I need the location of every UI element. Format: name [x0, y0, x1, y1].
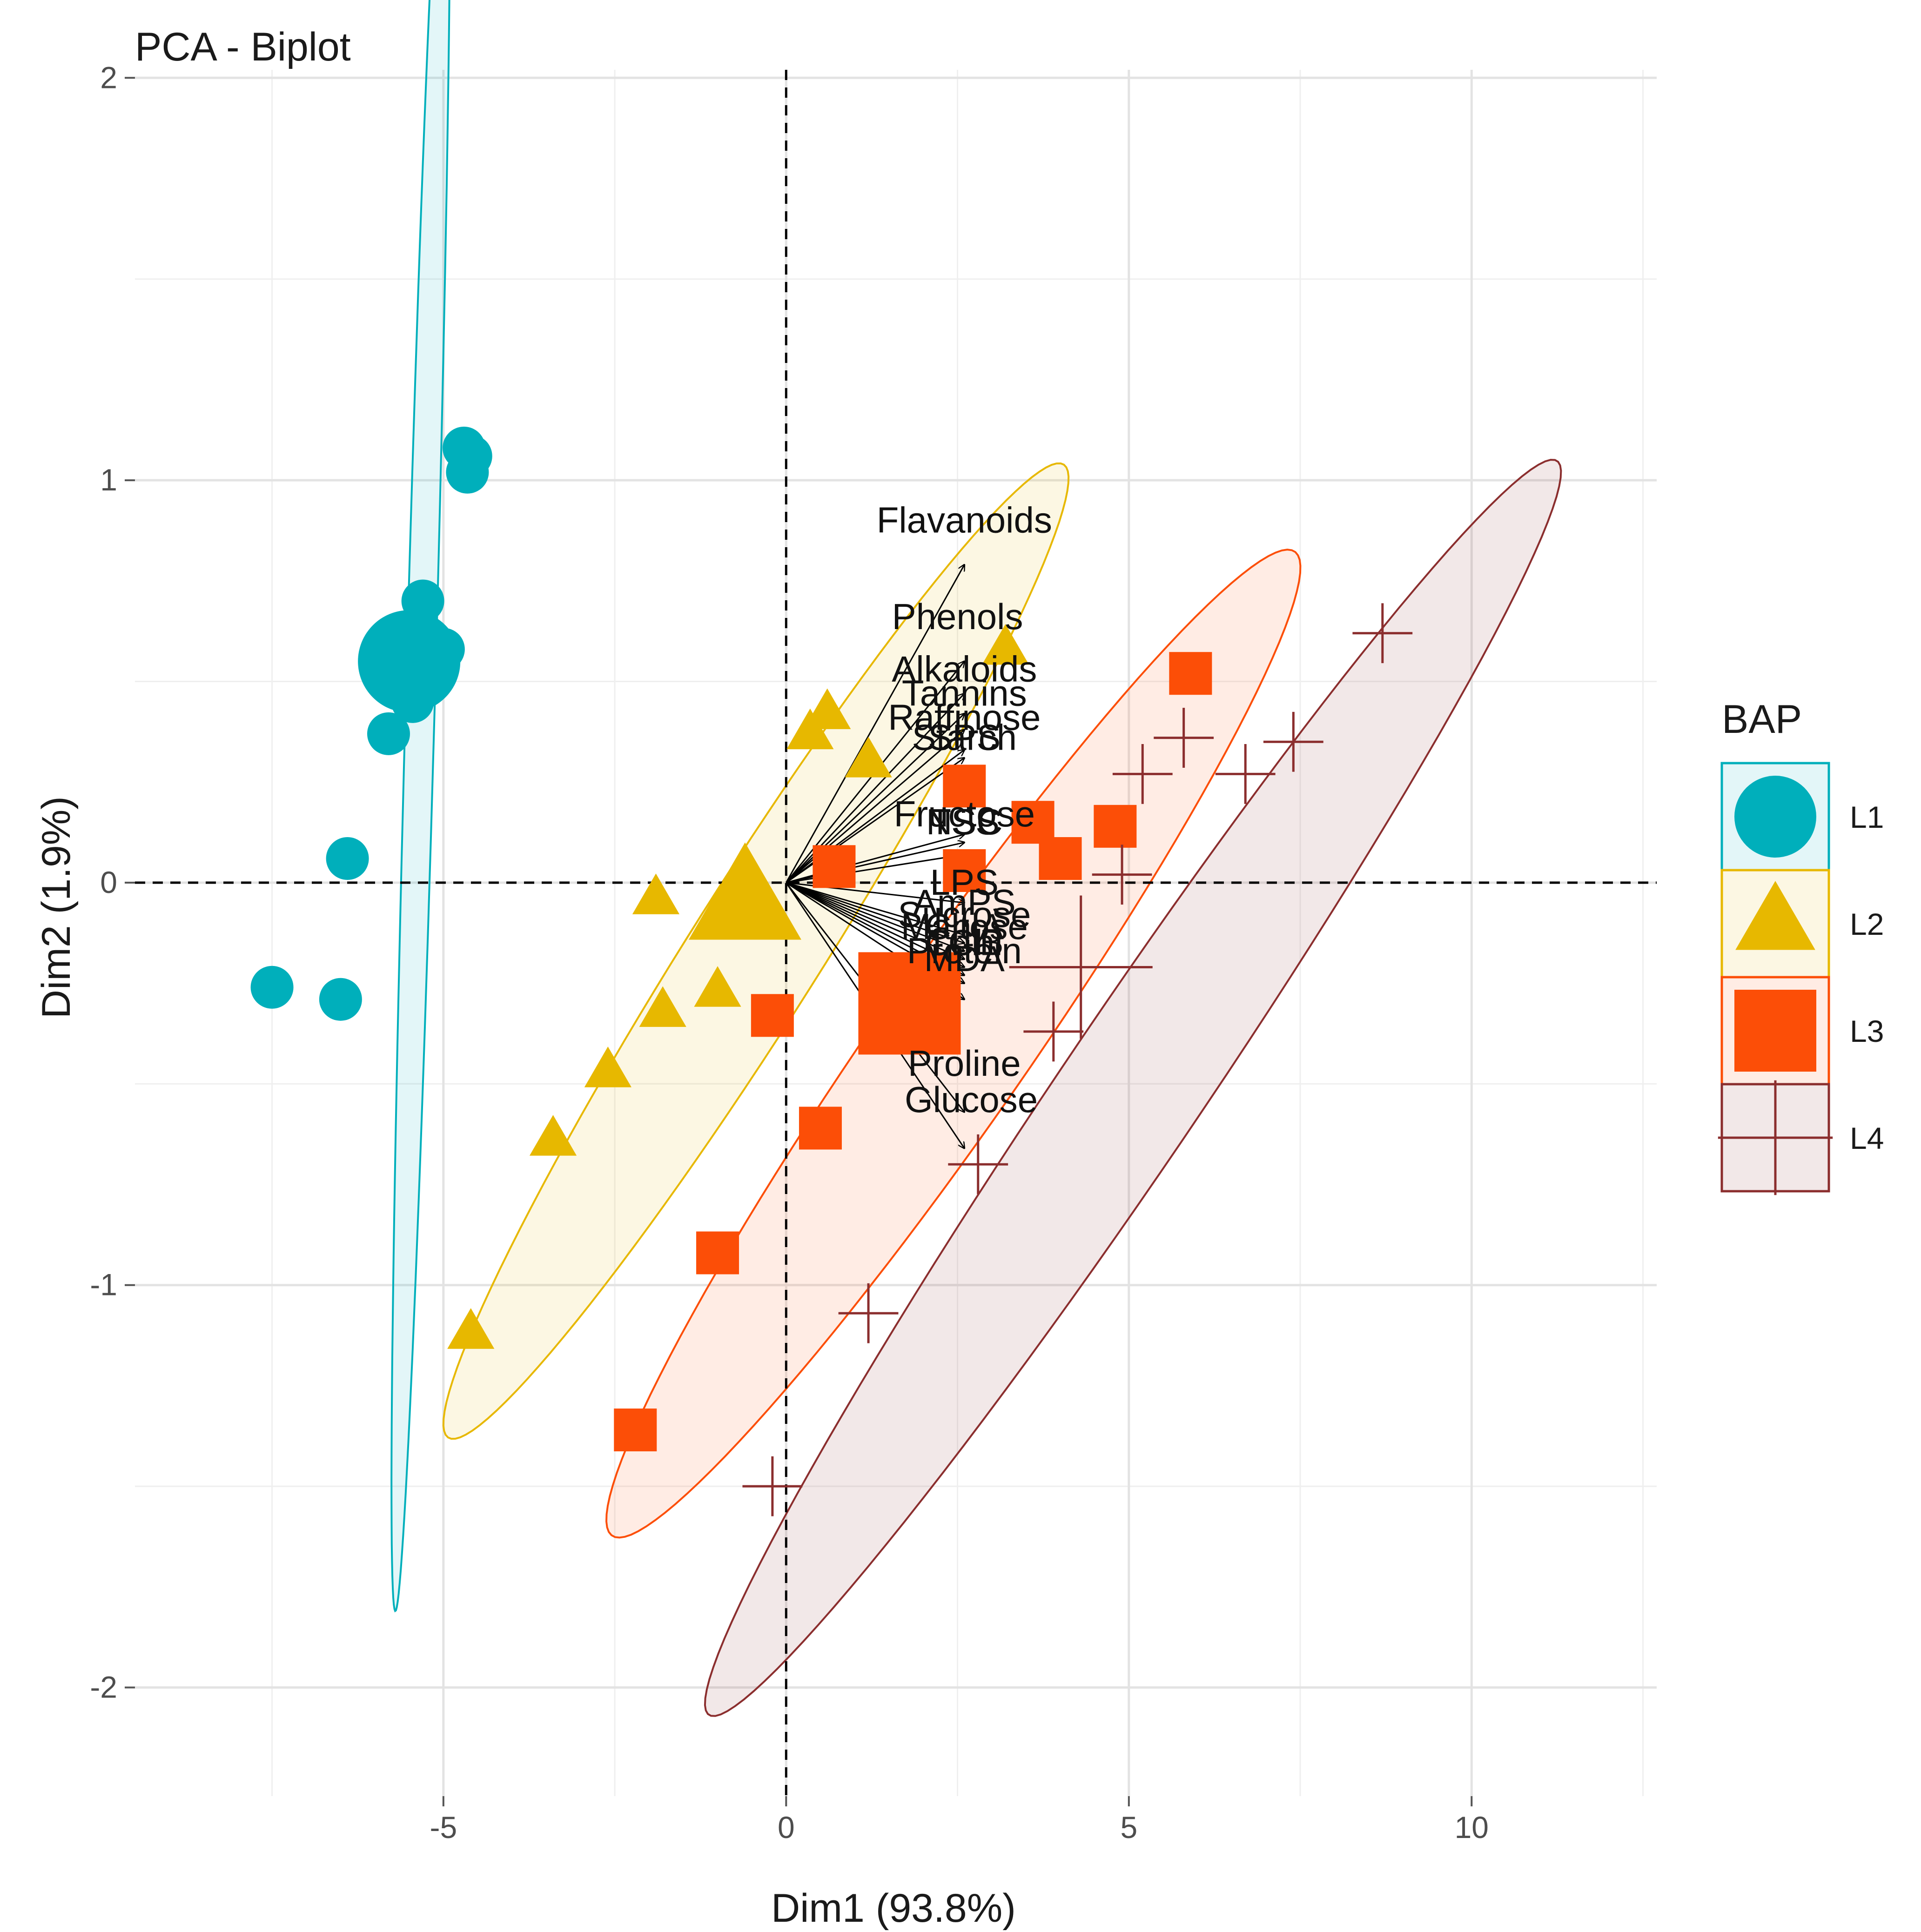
variable-label-raffinose: Raffinose [888, 697, 1041, 738]
legend-marker-l1 [1734, 776, 1816, 858]
variable-label-fructose: Fructose [894, 793, 1035, 834]
centroid-l3 [858, 952, 961, 1055]
variable-labels: Flavanoids Phenols AlkaloidsTanninsRaffino… [877, 500, 1052, 1120]
confidence-ellipses [390, 0, 1562, 1717]
point-l3 [943, 765, 986, 808]
point-l1 [367, 712, 410, 755]
point-l3 [614, 1409, 657, 1452]
variable-arrow [786, 882, 964, 935]
variable-label-protein: Protein [907, 930, 1022, 971]
variable-label-mda: MDA [924, 938, 1005, 979]
point-l2 [982, 624, 1029, 665]
point-l4 [1092, 845, 1152, 905]
point-l4 [742, 1456, 803, 1516]
confidence-ellipse-l1 [390, 0, 450, 1613]
point-l4 [1154, 708, 1214, 768]
variable-label-chla: ChlA [925, 906, 1004, 947]
centroid-l2 [688, 842, 801, 940]
variable-label-nsc: NSC [926, 801, 1003, 842]
individual-points [250, 426, 1413, 1516]
point-l2 [632, 873, 680, 914]
confidence-ellipse-l4 [704, 459, 1562, 1717]
y-tick-label: 0 [100, 865, 117, 899]
x-axis-label: Dim1 (93.8%) [771, 1886, 1016, 1931]
point-l2 [639, 986, 686, 1027]
legend: BAP L1 L2 L3 L4 [1718, 697, 1884, 1195]
point-l3 [696, 1231, 739, 1275]
point-l4 [838, 1283, 899, 1343]
centroid-l4 [1009, 895, 1153, 1039]
variable-label-amps: AmPS [913, 882, 1016, 923]
point-l2 [529, 1115, 577, 1156]
variable-label-sucrose: Sucrose [898, 894, 1031, 935]
legend-marker-l3 [1734, 990, 1816, 1072]
variable-label-tannins: Tannins [902, 672, 1027, 713]
variable-label-chlb: ChlB [925, 922, 1004, 963]
x-tick-label: 5 [1120, 1810, 1137, 1845]
point-l3 [751, 994, 794, 1037]
legend-title: BAP [1722, 697, 1802, 742]
variable-label-alkaloids: Alkaloids [892, 648, 1037, 689]
variable-arrow [786, 882, 964, 959]
variable-label-sps: SPS [928, 717, 1001, 758]
grid [135, 70, 1657, 1796]
point-l4 [1023, 1001, 1084, 1062]
point-l4 [1352, 603, 1413, 664]
legend-label-l4: L4 [1850, 1121, 1884, 1155]
point-l3 [813, 845, 856, 888]
point-l2 [845, 737, 892, 778]
variable-label-glucose: Glucose [905, 1079, 1038, 1120]
legend-label-l3: L3 [1850, 1014, 1884, 1048]
x-tick-label: -5 [430, 1810, 457, 1845]
variable-arrow [786, 565, 964, 883]
axes: -5 0 5 10 -2 -1 0 1 2 [90, 60, 1489, 1845]
legend-label-l1: L1 [1850, 800, 1884, 834]
point-l3 [1094, 805, 1137, 848]
variable-label-proline: Proline [908, 1043, 1021, 1084]
x-tick-label: 10 [1455, 1810, 1489, 1845]
point-l3 [1169, 652, 1212, 695]
point-l1 [250, 966, 294, 1009]
point-l3 [799, 1107, 842, 1150]
variable-label-phenols: Phenols [892, 596, 1023, 637]
centroid-l1 [358, 610, 461, 713]
y-tick-label: -2 [90, 1670, 117, 1704]
point-l2 [786, 708, 834, 750]
point-l4 [1263, 711, 1323, 772]
variable-label-lps: LPS [930, 862, 999, 903]
variable-label-tss: TSS [929, 801, 1000, 842]
point-l4 [1112, 744, 1173, 804]
point-l4 [1215, 744, 1276, 804]
confidence-ellipse-l2 [442, 462, 1070, 1440]
reference-lines [135, 70, 1657, 1796]
variable-label-flavanoids: Flavanoids [877, 500, 1052, 541]
variable-label-tchl: TChl [926, 922, 1003, 963]
variable-label-maltose: Maltose [901, 906, 1028, 947]
x-tick-label: 0 [778, 1810, 795, 1845]
legend-marker-l4 [1718, 1080, 1833, 1195]
y-tick-label: 1 [100, 463, 117, 497]
point-l2 [447, 1308, 495, 1349]
variable-arrow [786, 882, 964, 951]
point-l3 [943, 849, 986, 892]
point-l2 [694, 966, 741, 1007]
point-l4 [948, 1134, 1008, 1194]
point-l1 [326, 837, 369, 880]
legend-label-l2: L2 [1850, 907, 1884, 941]
chart-title: PCA - Biplot [135, 25, 351, 69]
point-l3 [1011, 801, 1055, 844]
variable-label-starch: Starch [912, 717, 1017, 758]
legend-marker-l2 [1735, 881, 1815, 950]
point-l1 [319, 978, 362, 1021]
point-l2 [584, 1046, 631, 1087]
y-tick-label: 2 [100, 60, 117, 94]
point-l3 [1039, 837, 1082, 880]
y-axis-label: Dim2 (1.9%) [34, 796, 79, 1019]
y-tick-label: -1 [90, 1268, 117, 1302]
variable-arrow [786, 882, 964, 943]
point-l1 [446, 450, 489, 494]
